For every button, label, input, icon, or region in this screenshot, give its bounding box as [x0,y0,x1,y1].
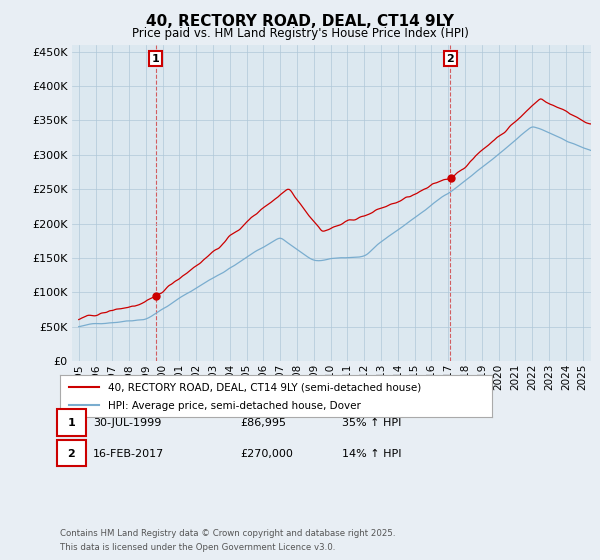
Text: 1: 1 [68,418,75,428]
Text: 40, RECTORY ROAD, DEAL, CT14 9LY (semi-detached house): 40, RECTORY ROAD, DEAL, CT14 9LY (semi-d… [107,383,421,393]
Text: 16-FEB-2017: 16-FEB-2017 [93,449,164,459]
Text: Contains HM Land Registry data © Crown copyright and database right 2025.: Contains HM Land Registry data © Crown c… [60,529,395,538]
Text: £86,995: £86,995 [240,418,286,428]
Text: 40, RECTORY ROAD, DEAL, CT14 9LY: 40, RECTORY ROAD, DEAL, CT14 9LY [146,14,454,29]
Text: 35% ↑ HPI: 35% ↑ HPI [342,418,401,428]
Text: This data is licensed under the Open Government Licence v3.0.: This data is licensed under the Open Gov… [60,543,335,552]
Text: Price paid vs. HM Land Registry's House Price Index (HPI): Price paid vs. HM Land Registry's House … [131,27,469,40]
Text: 30-JUL-1999: 30-JUL-1999 [93,418,161,428]
Text: 14% ↑ HPI: 14% ↑ HPI [342,449,401,459]
Text: 2: 2 [68,449,75,459]
Text: 1: 1 [152,54,160,63]
Text: £270,000: £270,000 [240,449,293,459]
Text: 2: 2 [446,54,454,63]
Text: HPI: Average price, semi-detached house, Dover: HPI: Average price, semi-detached house,… [107,402,361,411]
